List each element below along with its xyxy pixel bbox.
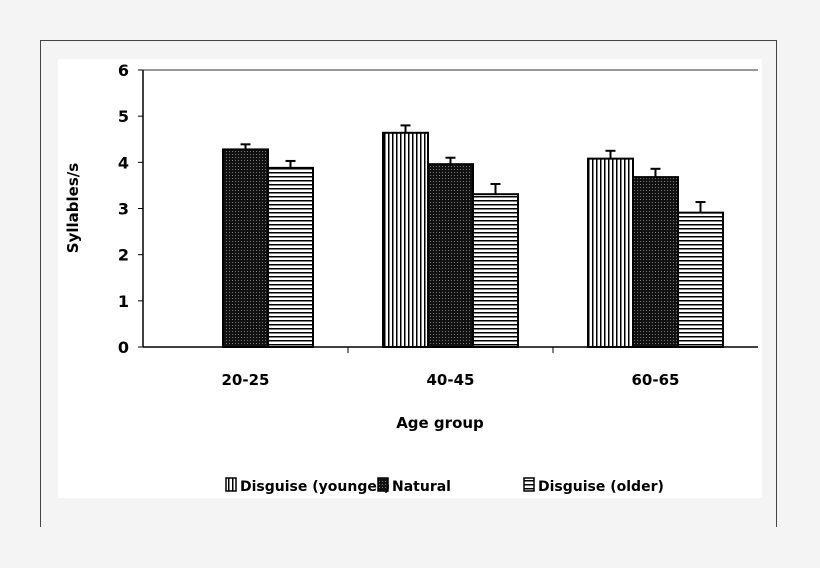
bar-disguise-older--20-25 [267, 166, 314, 348]
x-tick-label: 40-45 [427, 371, 475, 389]
bar-natural-20-25 [222, 148, 269, 348]
x-tick-label: 20-25 [222, 371, 270, 389]
bar-disguise-older--40-45 [472, 193, 519, 348]
x-axis-title: Age group [396, 414, 484, 432]
legend-label: Disguise (older) [538, 479, 664, 495]
y-tick-label: 6 [118, 61, 129, 80]
outer-frame [40, 40, 777, 527]
legend-label: Disguise (younger) [240, 479, 390, 495]
bar-disguise-older--60-65 [677, 211, 724, 348]
bar-natural-60-65 [632, 176, 679, 348]
legend-swatch [377, 477, 389, 492]
legend-label: Natural [392, 479, 451, 495]
y-tick-label: 5 [118, 107, 129, 126]
bar-natural-40-45 [427, 163, 474, 348]
bar-disguise-younger--60-65 [587, 157, 634, 348]
y-tick-label: 0 [118, 338, 129, 357]
legend-swatch [225, 477, 237, 492]
y-tick-label: 4 [118, 153, 129, 172]
y-axis-title: Syllables/s [64, 163, 82, 253]
y-tick-label: 1 [118, 292, 129, 311]
legend: Disguise (younger) Natural Disguise (older… [225, 477, 664, 495]
y-tick-label: 2 [118, 246, 129, 265]
y-tick-label: 3 [118, 200, 129, 219]
x-tick-label: 60-65 [632, 371, 680, 389]
bar-disguise-younger--40-45 [382, 131, 429, 348]
legend-swatch [523, 477, 535, 492]
